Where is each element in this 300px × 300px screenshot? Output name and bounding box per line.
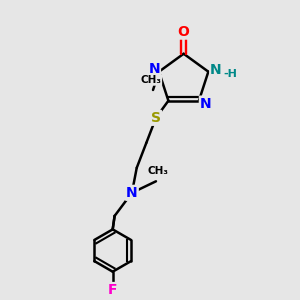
Text: S: S (151, 111, 161, 125)
Text: N: N (126, 186, 138, 200)
Text: N: N (200, 97, 212, 111)
Text: O: O (178, 25, 190, 39)
Text: CH₃: CH₃ (141, 75, 162, 85)
Text: CH₃: CH₃ (147, 167, 168, 176)
Text: -H: -H (224, 69, 238, 79)
Text: N: N (148, 62, 160, 76)
Text: N: N (210, 63, 222, 77)
Text: F: F (108, 283, 117, 297)
